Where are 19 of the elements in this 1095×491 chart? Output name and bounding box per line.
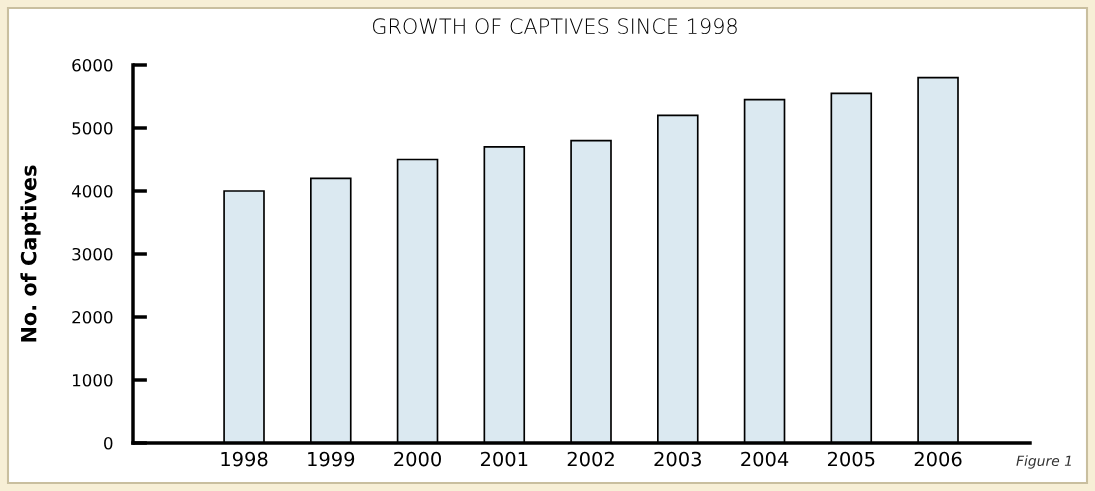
y-axis-title: No. of Captives <box>20 165 41 342</box>
x-tick-label: 2001 <box>480 451 528 467</box>
x-tick-label: 2003 <box>654 451 701 467</box>
caption: Figure 1 <box>1016 455 1071 469</box>
y-tick-label: 5000 <box>72 121 113 135</box>
y-tick-label: 3000 <box>72 247 113 261</box>
x-tick-label: 2006 <box>914 451 962 467</box>
y-tick-label: 4000 <box>71 184 113 198</box>
x-tick-label: 2002 <box>567 451 614 467</box>
y-tick-label: 1000 <box>72 373 113 387</box>
x-tick-label: 2005 <box>827 451 875 467</box>
chart-title: GROWTH OF CAPTIVES SINCE 1998 <box>373 18 737 35</box>
y-tick-label: 6000 <box>72 58 113 72</box>
x-tick-label: 1998 <box>221 451 268 467</box>
x-tick-label: 1999 <box>308 451 355 467</box>
y-tick-label: 0 <box>104 436 113 450</box>
y-tick-label: 2000 <box>72 310 113 324</box>
x-tick-label: 2004 <box>741 451 789 467</box>
x-tick-label: 2000 <box>394 451 441 467</box>
